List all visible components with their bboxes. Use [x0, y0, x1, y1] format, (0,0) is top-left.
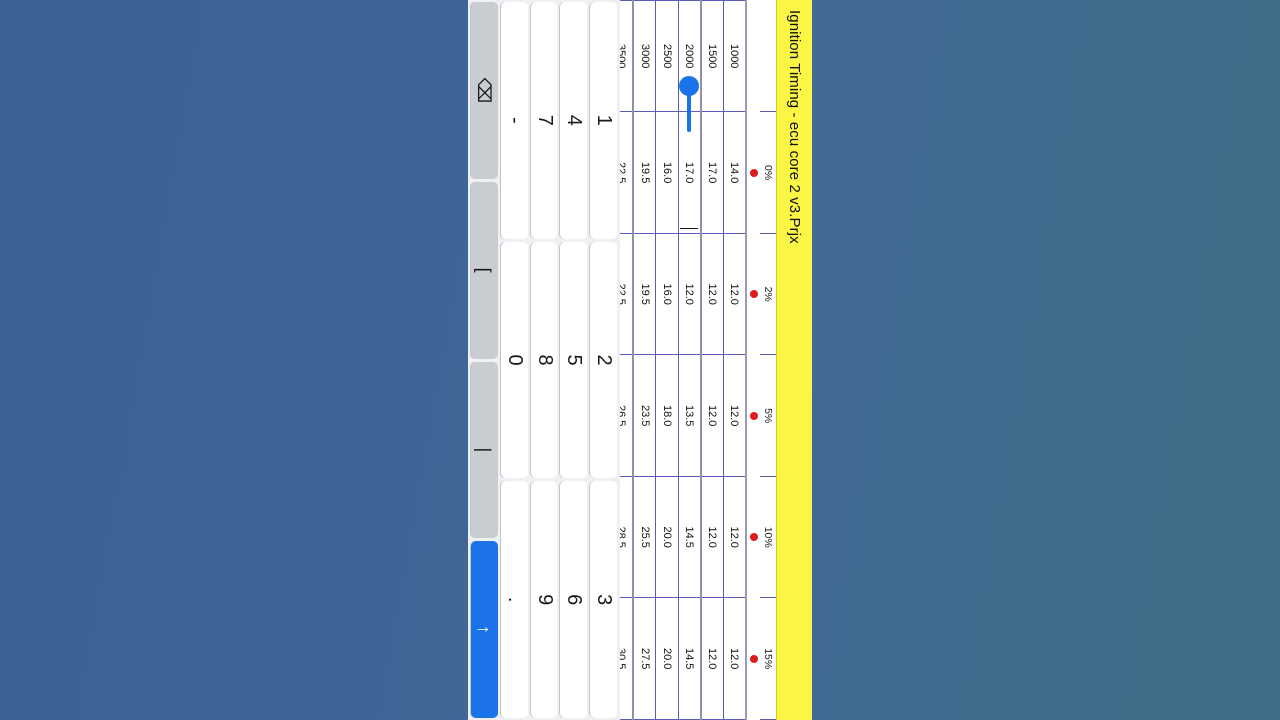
bracket-key[interactable]: [ [471, 181, 498, 359]
timing-cell[interactable]: 12.0 [700, 233, 724, 355]
keypad-function-row: ⌫ [ | ↑ [471, 2, 498, 718]
column-marker-row [746, 0, 760, 720]
marker-corner-cell [746, 0, 760, 112]
timing-cell[interactable]: 19.5 [633, 233, 656, 355]
timing-cell[interactable]: 18.0 [655, 354, 679, 477]
timing-cell[interactable]: 12.0 [723, 597, 746, 720]
keypad-key-2[interactable]: 2 [590, 241, 617, 479]
column-marker-dot[interactable] [746, 597, 760, 720]
timing-cell[interactable]: 14.0 [723, 111, 746, 234]
red-dot-icon [750, 168, 759, 177]
column-marker-dot[interactable] [746, 233, 760, 355]
keypad-key-0[interactable]: 0 [500, 241, 528, 479]
timing-cell[interactable]: 12.0 [700, 354, 724, 477]
timing-cell[interactable]: 14.5 [678, 476, 701, 598]
table-corner-cell [760, 0, 776, 112]
table-row[interactable]: 2000 17.0 12.0 13.5 14.5 14.5 [678, 0, 701, 720]
keypad-key-6[interactable]: 6 [560, 481, 588, 719]
enter-arrow-icon: ↑ [474, 625, 495, 635]
pipe-key[interactable]: | [471, 361, 498, 539]
timing-cell[interactable]: 12.0 [700, 597, 724, 720]
timing-cell[interactable]: 20.0 [655, 476, 679, 598]
red-dot-icon [750, 654, 759, 663]
column-header-load[interactable]: 10% [760, 476, 776, 598]
timing-cell[interactable]: 16.0 [655, 233, 679, 355]
backspace-icon: ⌫ [474, 77, 495, 104]
timing-cell[interactable]: 12.0 [723, 476, 746, 598]
timing-cell[interactable]: 25.5 [633, 476, 656, 598]
text-caret [679, 227, 698, 229]
keypad-key-5[interactable]: 5 [560, 241, 588, 479]
text-selection-handle[interactable] [686, 86, 691, 133]
timing-cell-editing[interactable]: 17.0 [678, 86, 701, 234]
table-header-row: 0% 2% 5% 10% 15% [760, 0, 776, 720]
column-header-load[interactable]: 5% [760, 354, 776, 477]
timing-cell[interactable]: 27.5 [633, 597, 656, 720]
timing-cell[interactable]: 19.5 [633, 111, 656, 234]
table-row[interactable]: 1500 17.0 12.0 12.0 12.0 12.0 [700, 0, 724, 720]
enter-key[interactable]: ↑ [471, 541, 498, 718]
timing-cell[interactable]: 12.0 [723, 354, 746, 477]
timing-cell[interactable]: 12.0 [678, 233, 701, 355]
red-dot-icon [750, 533, 759, 542]
timing-cell[interactable]: 16.0 [655, 111, 679, 234]
row-header-rpm[interactable]: 3000 [633, 0, 656, 112]
keypad-key-4[interactable]: 4 [560, 2, 588, 239]
timing-cell[interactable]: 13.5 [678, 354, 701, 477]
timing-cell[interactable]: 12.0 [700, 476, 724, 598]
column-header-load[interactable]: 15% [760, 597, 776, 720]
column-marker-dot[interactable] [746, 111, 760, 234]
timing-cell-value: 17.0 [683, 161, 696, 184]
table-row[interactable]: 2500 16.0 16.0 18.0 20.0 20.0 [655, 0, 679, 720]
timing-cell[interactable]: 17.0 [700, 111, 724, 234]
keypad-key-8[interactable]: 8 [530, 241, 558, 479]
keypad-key-9[interactable]: 9 [530, 481, 558, 719]
pipe-icon: | [474, 447, 495, 453]
keypad-row: -0. [500, 2, 528, 719]
table-row[interactable]: 3000 19.5 19.5 23.5 25.5 27.5 [633, 0, 656, 720]
column-marker-dot[interactable] [746, 476, 760, 598]
column-header-load[interactable]: 0% [760, 111, 776, 234]
table-row[interactable]: 1000 14.0 12.0 12.0 12.0 12.0 [723, 0, 746, 720]
keypad-key-minus[interactable]: - [500, 2, 528, 239]
column-header-load[interactable]: 2% [760, 233, 776, 355]
bracket-icon: [ [474, 267, 495, 273]
timing-cell[interactable]: 23.5 [633, 354, 656, 477]
row-header-rpm[interactable]: 1000 [723, 0, 746, 112]
numeric-keypad[interactable]: 1 2 3 4 5 6 7 8 9-0. ⌫[| ↑ [468, 0, 620, 720]
keypad-key-1[interactable]: 1 [590, 2, 617, 239]
backspace-key[interactable]: ⌫ [471, 2, 498, 179]
page-title: Ignition Timing - ecu core 2 v3.Prjx [786, 10, 803, 244]
keypad-inner: 1 2 3 4 5 6 7 8 9-0. ⌫[| ↑ [468, 0, 620, 720]
keypad-key-3[interactable]: 3 [590, 481, 617, 719]
timing-cell[interactable]: 12.0 [723, 233, 746, 355]
red-dot-icon [750, 411, 759, 420]
timing-cell[interactable]: 20.0 [655, 597, 679, 720]
timing-cell[interactable]: 14.5 [678, 597, 701, 720]
row-header-rpm[interactable]: 2500 [655, 0, 679, 112]
column-marker-dot[interactable] [746, 354, 760, 477]
red-dot-icon [750, 290, 759, 299]
titlebar: Ignition Timing - ecu core 2 v3.Prjx [776, 0, 812, 720]
row-header-rpm[interactable]: 1500 [700, 0, 724, 112]
keypad-key-dot[interactable]: . [500, 481, 528, 719]
keypad-key-7[interactable]: 7 [530, 2, 558, 239]
